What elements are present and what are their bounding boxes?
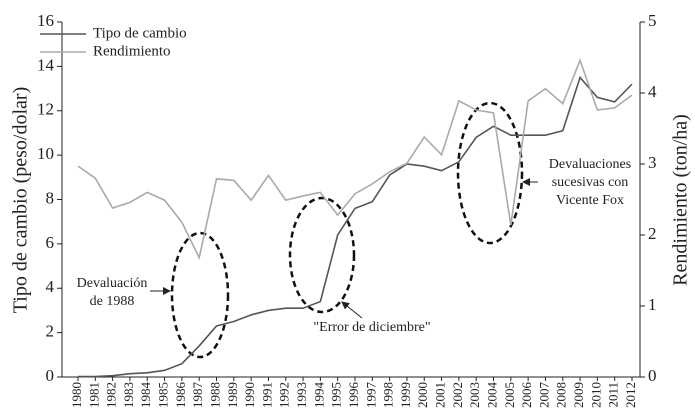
y-tick-label: 2 — [46, 322, 55, 341]
x-tick-label: 2012 — [623, 382, 638, 408]
highlight-ellipse — [456, 101, 524, 245]
x-tick-label: 2002 — [450, 382, 465, 408]
x-tick-label: 1986 — [173, 382, 188, 409]
y-tick-label: 6 — [46, 233, 55, 252]
x-tick-label: 2010 — [588, 382, 603, 408]
y2-tick-label: 2 — [648, 224, 657, 243]
annotation: "Error de diciembre" — [313, 320, 430, 335]
y2-tick-label: 0 — [648, 366, 657, 385]
annotation: sucesivas con — [552, 175, 629, 190]
y-tick-label: 8 — [46, 188, 55, 207]
x-tick-label: 2005 — [502, 382, 517, 408]
x-tick-label: 1993 — [294, 382, 309, 408]
highlight-ellipse — [288, 196, 356, 314]
annotation: Devaluación — [77, 276, 148, 291]
series-line — [78, 75, 633, 378]
y-axis-label: Tipo de cambio (peso/dolar) — [10, 87, 32, 313]
y2-tick-label: 3 — [648, 153, 657, 172]
x-tick-label: 1989 — [225, 382, 240, 408]
series-line — [77, 58, 633, 261]
x-tick-label: 1995 — [329, 382, 344, 408]
annotation: de 1988 — [90, 294, 135, 309]
x-tick-label: 1983 — [121, 382, 136, 408]
x-tick-label: 1996 — [346, 382, 361, 409]
x-tick-label: 2001 — [433, 382, 448, 408]
highlight-ellipse — [170, 231, 230, 359]
arrow — [341, 301, 363, 319]
y-tick-label: 12 — [37, 100, 54, 119]
x-tick-label: 1997 — [363, 382, 378, 409]
x-tick-label: 2008 — [554, 382, 569, 408]
annotation: Devaluaciones — [549, 157, 631, 172]
y2-axis-label: Rendimiento (ton/ha) — [670, 114, 692, 286]
x-tick-label: 2000 — [415, 382, 430, 408]
x-tick-label: 1987 — [190, 382, 205, 409]
x-tick-label: 1984 — [138, 382, 153, 409]
y-tick-label: 4 — [46, 277, 55, 296]
x-tick-label: 1980 — [69, 382, 84, 408]
x-tick-label: 1998 — [381, 382, 396, 408]
x-tick-label: 2003 — [467, 382, 482, 408]
x-tick-label: 1992 — [277, 382, 292, 408]
y-tick-label: 0 — [46, 366, 55, 385]
y2-tick-label: 1 — [648, 295, 657, 314]
x-tick-label: 1991 — [259, 382, 274, 408]
x-tick-label: 2004 — [484, 382, 499, 409]
x-tick-label: 1990 — [242, 382, 257, 408]
annotation: Vicente Fox — [556, 193, 624, 208]
x-tick-label: 1985 — [156, 382, 171, 408]
y-tick-label: 16 — [37, 11, 54, 30]
x-tick-label: 1999 — [398, 382, 413, 408]
x-tick-label: 2011 — [606, 382, 621, 408]
y-tick-label: 10 — [37, 144, 54, 163]
y2-tick-label: 4 — [648, 82, 657, 101]
x-tick-label: 1981 — [86, 382, 101, 408]
x-tick-label: 2009 — [571, 382, 586, 408]
x-tick-label: 1994 — [311, 382, 326, 409]
x-tick-label: 1988 — [207, 382, 222, 408]
y-tick-label: 14 — [37, 55, 55, 74]
x-tick-label: 1982 — [104, 382, 119, 408]
x-tick-label: 2007 — [536, 382, 551, 409]
legend-label: Rendimiento — [93, 43, 171, 59]
x-tick-label: 2006 — [519, 382, 534, 409]
y2-tick-label: 5 — [648, 11, 657, 30]
legend-label: Tipo de cambio — [93, 25, 187, 41]
